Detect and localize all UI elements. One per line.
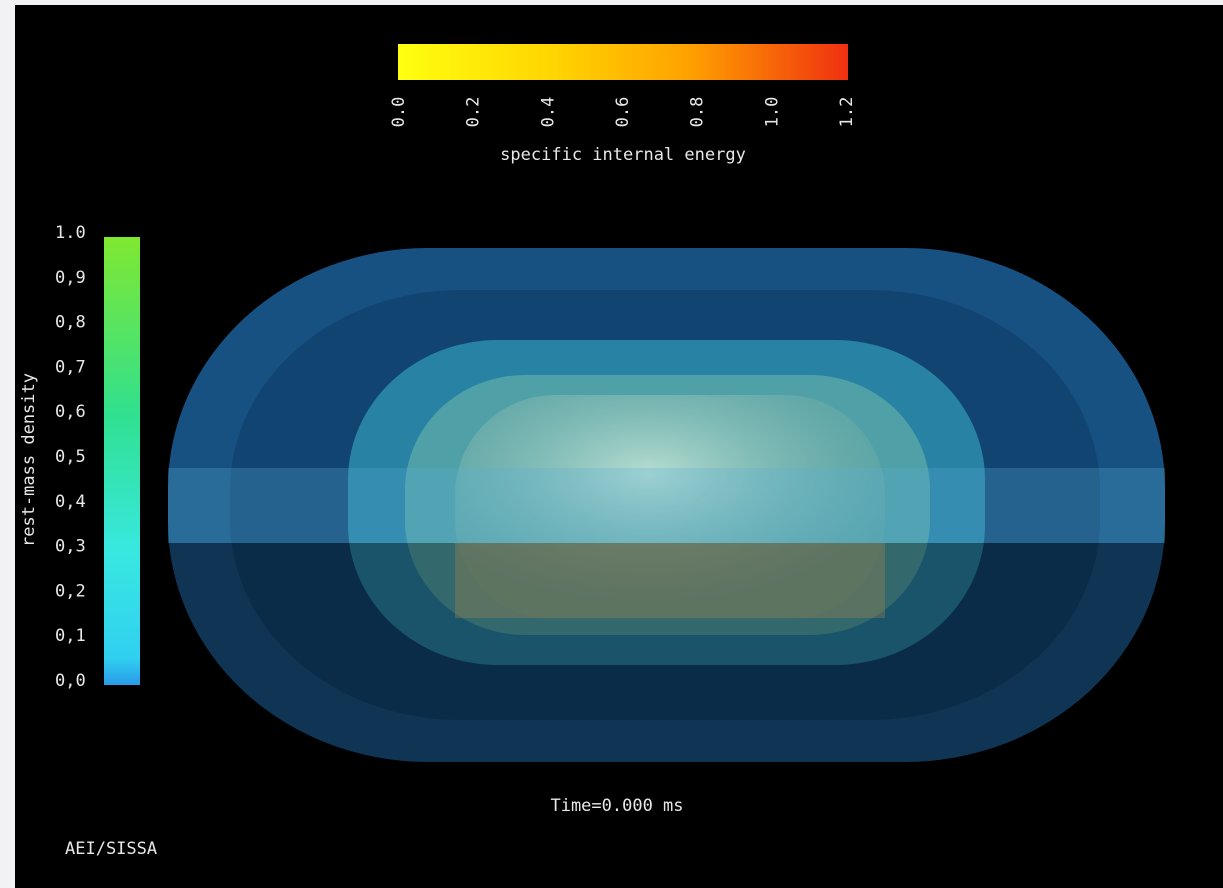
energy-tick-label: 0.6	[613, 97, 633, 128]
density-tick-label: 0,9	[55, 268, 86, 288]
density-tick-label: 0,0	[55, 671, 86, 691]
energy-tick-label: 0.0	[389, 97, 409, 128]
energy-tick-label: 0.8	[688, 97, 708, 128]
density-colorbar	[104, 237, 140, 685]
energy-label: specific internal energy	[500, 145, 746, 165]
density-label: rest-mass density	[19, 373, 39, 547]
energy-tick-label: 1.0	[762, 97, 782, 128]
density-tick-label: 0,5	[55, 447, 86, 467]
density-tick-label: 0,1	[55, 626, 86, 646]
energy-tick-label: 1.2	[837, 97, 857, 128]
density-tick-label: 1.0	[55, 223, 86, 243]
density-tick-label: 0,7	[55, 357, 86, 377]
density-tick-label: 0,6	[55, 402, 86, 422]
density-tick-label: 0,3	[55, 537, 86, 557]
density-tick-label: 0,8	[55, 313, 86, 333]
energy-tick-label: 0.2	[464, 97, 484, 128]
credit: AEI/SISSA	[65, 839, 157, 859]
energy-tick-label: 0.4	[538, 97, 558, 128]
energy-colorbar	[398, 44, 848, 80]
density-render	[168, 248, 1165, 763]
density-tick-label: 0,4	[55, 492, 86, 512]
time-label: Time=0.000 ms	[550, 796, 683, 816]
density-tick-label: 0,2	[55, 581, 86, 601]
